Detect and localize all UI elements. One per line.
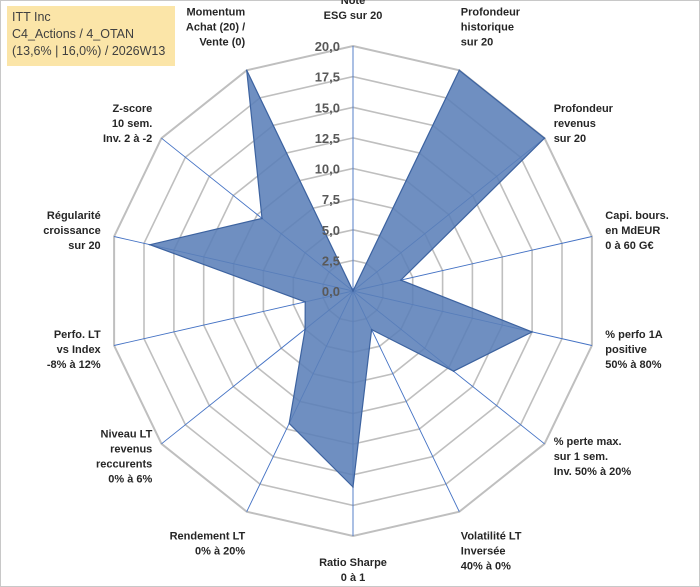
category-label-7: Ratio Sharpe 0 à 1 <box>319 557 387 584</box>
category-label-13-line-2: Vente (0) <box>199 36 245 48</box>
category-label-4-line-0: % perfo 1A <box>605 329 663 341</box>
data-point-6 <box>370 328 373 331</box>
category-label-6-line-2: 40% à 0% <box>461 561 511 573</box>
data-point-1 <box>458 69 461 72</box>
category-label-7-line-1: 0 à 1 <box>341 572 365 584</box>
data-point-4 <box>531 331 533 333</box>
category-label-13: Momentum Achat (20) / Vente (0) <box>186 6 246 48</box>
category-label-3-line-2: 0 à 60 G€ <box>605 240 653 252</box>
category-label-9-line-3: 0% à 6% <box>108 474 152 486</box>
chart-title-box: ITT Inc C4_Actions / 4_OTAN (13,6% | 16,… <box>7 6 175 66</box>
data-point-11 <box>149 243 151 246</box>
tick-label-2: 5,0 <box>322 223 340 238</box>
category-label-11: Régularité croissance sur 20 <box>43 210 100 252</box>
category-label-13-line-0: Momentum <box>187 6 246 18</box>
category-label-11-line-0: Régularité <box>47 210 101 222</box>
category-label-9: Niveau LT revenus reccurents 0% à 6% <box>96 429 153 486</box>
category-label-10-line-0: Perfo. LT <box>54 329 101 341</box>
title-line-portfolio: C4_Actions / 4_OTAN <box>12 27 135 41</box>
category-label-2: Profondeur revenus sur 20 <box>554 103 614 145</box>
category-label-1: Profondeur historique sur 20 <box>461 6 521 48</box>
data-point-13 <box>245 69 248 72</box>
category-label-6: Volatilité LT Inversée 40% à 0% <box>461 531 522 573</box>
category-label-2-line-1: revenus <box>554 118 596 130</box>
category-label-1-line-1: historique <box>461 21 514 33</box>
tick-label-7: 17,5 <box>315 70 340 85</box>
tick-label-6: 15,0 <box>315 100 340 115</box>
category-label-12-line-1: 10 sem. <box>112 118 152 130</box>
category-label-6-line-0: Volatilité LT <box>461 531 522 543</box>
data-point-3 <box>400 279 402 281</box>
category-label-9-line-1: revenus <box>110 444 152 456</box>
category-label-13-line-1: Achat (20) / <box>186 21 245 33</box>
category-label-3: Capi. bours. en MdEUR 0 à 60 G€ <box>605 210 669 252</box>
category-label-11-line-1: croissance <box>43 225 100 237</box>
category-label-0: Note ESG sur 20 <box>324 0 383 22</box>
category-label-5-line-1: sur 1 sem. <box>554 451 608 463</box>
data-point-0 <box>352 290 354 292</box>
category-label-4: % perfo 1A positive 50% à 80% <box>605 329 663 371</box>
tick-label-0: 0,0 <box>322 284 340 299</box>
category-label-12-line-2: Inv. 2 à -2 <box>103 133 152 145</box>
data-point-9 <box>304 328 306 331</box>
category-label-1-line-2: sur 20 <box>461 36 493 48</box>
series-layer <box>147 69 546 489</box>
category-label-12: Z-score 10 sem. Inv. 2 à -2 <box>103 103 152 145</box>
category-label-0-line-0: Note <box>341 0 365 7</box>
data-point-12 <box>261 217 263 220</box>
category-label-9-line-0: Niveau LT <box>101 429 153 441</box>
category-label-1-line-0: Profondeur <box>461 6 521 18</box>
category-label-6-line-1: Inversée <box>461 546 506 558</box>
tick-label-1: 2,5 <box>322 253 340 268</box>
category-label-4-line-1: positive <box>605 344 647 356</box>
tick-label-4: 10,0 <box>315 162 340 177</box>
category-label-8-line-0: Rendement LT <box>170 531 246 543</box>
category-label-10-line-1: vs Index <box>57 344 102 356</box>
tick-label-8: 20,0 <box>315 39 340 54</box>
category-label-0-line-1: ESG sur 20 <box>324 10 383 22</box>
category-label-3-line-1: en MdEUR <box>605 225 660 237</box>
category-label-12-line-0: Z-score <box>113 103 153 115</box>
data-point-2 <box>543 137 546 139</box>
title-line-stats: (13,6% | 16,0%) / 2026W13 <box>12 44 166 58</box>
tick-label-5: 12,5 <box>315 131 340 146</box>
data-point-8 <box>288 422 291 425</box>
category-label-5: % perte max. sur 1 sem. Inv. 50% à 20% <box>554 436 632 478</box>
series-area-0 <box>147 69 546 489</box>
category-label-10-line-2: -8% à 12% <box>47 359 101 371</box>
data-point-5 <box>452 370 455 373</box>
category-label-3-line-0: Capi. bours. <box>605 210 669 222</box>
category-label-7-line-0: Ratio Sharpe <box>319 557 387 569</box>
category-label-8-line-1: 0% à 20% <box>195 546 245 558</box>
category-label-4-line-2: 50% à 80% <box>605 359 661 371</box>
category-label-11-line-2: sur 20 <box>68 240 100 252</box>
category-label-5-line-0: % perte max. <box>554 436 622 448</box>
tick-layer: 0,0 2,5 5,0 7,5 10,0 12,5 15,0 17,5 20,0 <box>315 39 340 299</box>
label-layer: Note ESG sur 20 Profondeur historique sur 20… <box>43 0 669 584</box>
title-line-company: ITT Inc <box>12 10 51 24</box>
tick-label-3: 7,5 <box>322 192 340 207</box>
data-point-10 <box>304 301 307 303</box>
category-label-9-line-2: reccurents <box>96 459 152 471</box>
data-point-7 <box>352 486 354 488</box>
category-label-2-line-0: Profondeur <box>554 103 614 115</box>
category-label-2-line-2: sur 20 <box>554 133 586 145</box>
category-label-5-line-2: Inv. 50% à 20% <box>554 466 632 478</box>
category-label-8: Rendement LT 0% à 20% <box>170 531 246 558</box>
category-label-10: Perfo. LT vs Index -8% à 12% <box>47 329 102 371</box>
